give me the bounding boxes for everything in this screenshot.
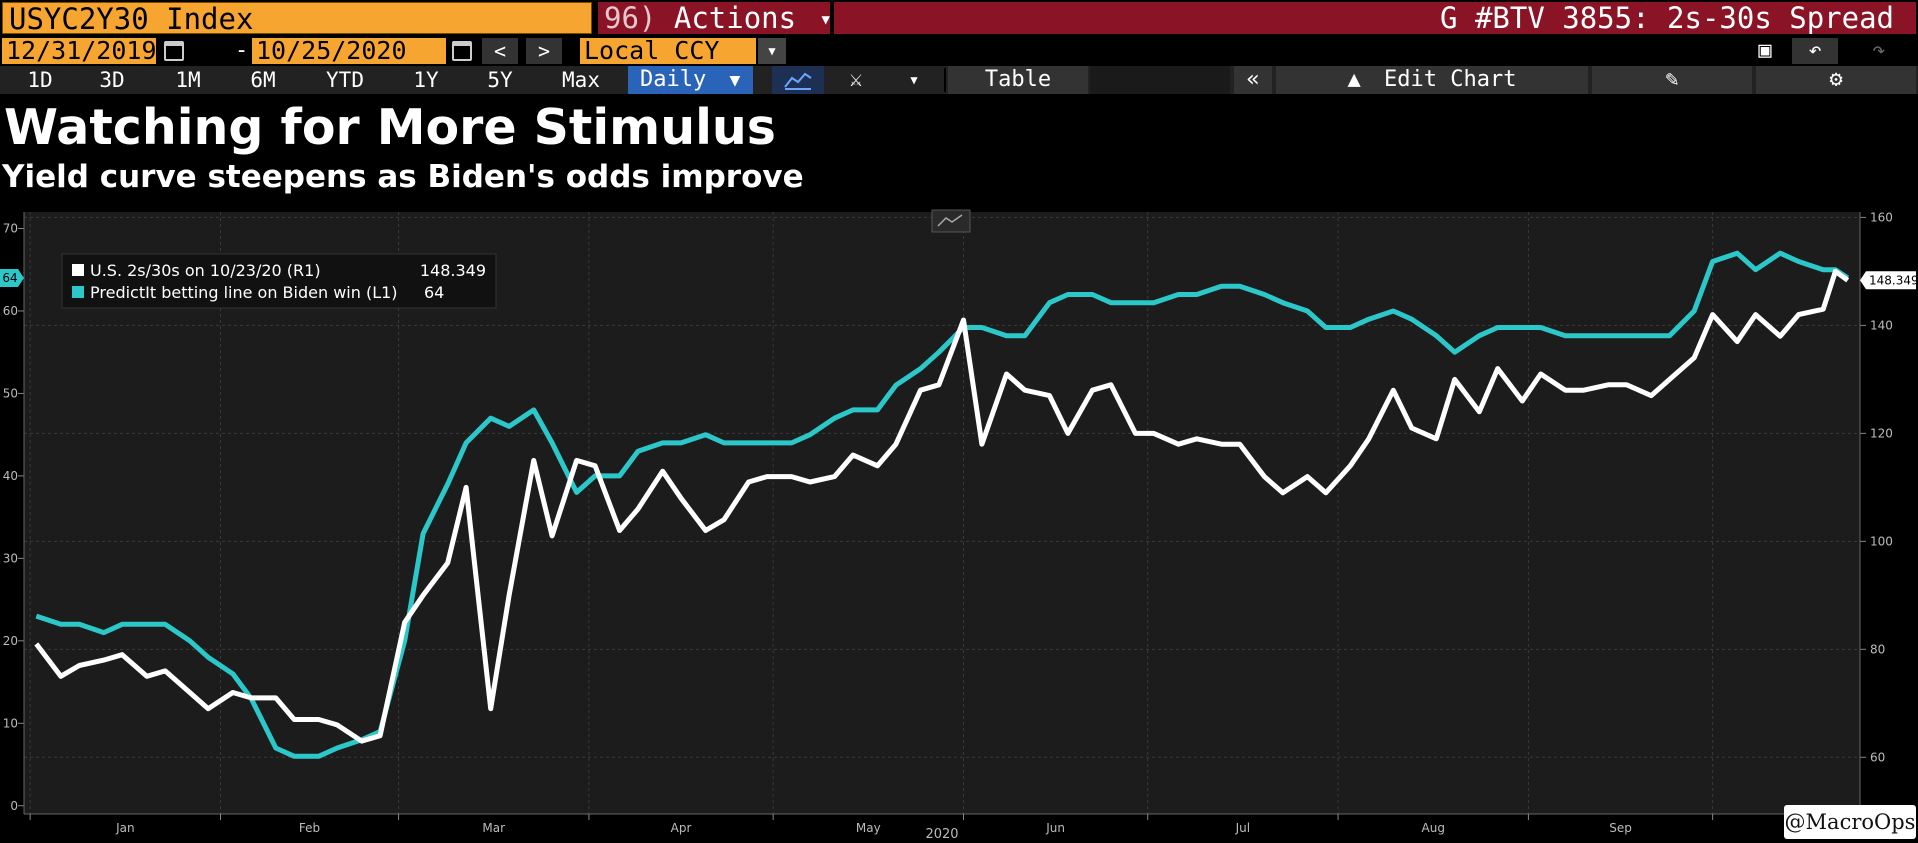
range-1m[interactable]: 1M xyxy=(175,68,201,92)
chevron-down-icon[interactable]: ▼ xyxy=(758,38,786,64)
x-tick-label: Mar xyxy=(482,821,505,835)
actions-menu[interactable]: 96) Actions ▼ xyxy=(598,2,830,34)
chart-type-toggle[interactable] xyxy=(931,209,971,233)
x-tick-label: Jul xyxy=(1235,821,1250,835)
calendar-icon[interactable] xyxy=(164,41,184,61)
range-1y[interactable]: 1Y xyxy=(413,68,439,92)
right-tick-label: 100 xyxy=(1870,534,1893,548)
frequency-select[interactable]: Daily ▼ xyxy=(628,66,753,94)
plot-background xyxy=(24,212,1860,814)
edit-chart-button[interactable]: ▲ Edit Chart xyxy=(1276,66,1588,94)
left-tick-label: 60 xyxy=(3,304,18,318)
next-period-button[interactable]: > xyxy=(526,38,562,64)
range-max[interactable]: Max xyxy=(562,68,600,92)
left-tick-label: 50 xyxy=(3,386,18,400)
left-axis: 0 10 20 30 40 50 60 70 xyxy=(3,212,25,814)
x-axis: JanFebMarAprMayJunJulAugSepOct xyxy=(24,813,1860,835)
chevron-down-icon: ▼ xyxy=(821,12,830,28)
range-3d[interactable]: 3D xyxy=(99,68,125,92)
left-tick-label: 70 xyxy=(3,221,18,235)
x-tick-label: Sep xyxy=(1609,821,1632,835)
range-5y[interactable]: 5Y xyxy=(487,68,513,92)
right-tick-label: 140 xyxy=(1870,318,1893,332)
actions-number: 96) xyxy=(604,1,657,35)
edit-chart-icon: ▲ xyxy=(1347,67,1361,92)
x-tick-label: Apr xyxy=(671,821,692,835)
toolbar: 1D 3D 1M 6M YTD 1Y 5Y Max Daily ▼ ⚔ ▼ Ta… xyxy=(0,66,1918,94)
chevron-down-icon[interactable]: ▼ xyxy=(888,66,940,94)
date-separator: - xyxy=(235,38,249,63)
redo-icon[interactable]: ↷ xyxy=(1872,38,1886,63)
left-tick-label: 40 xyxy=(3,469,18,483)
watermark: @MacroOps xyxy=(1784,805,1916,839)
x-tick-label: Jan xyxy=(115,821,135,835)
presentation-icon[interactable]: ▣ xyxy=(1758,38,1772,63)
right-tick-label: 160 xyxy=(1870,210,1893,224)
chart-area: 0 10 20 30 40 50 60 70 60 80 100 120 140 160 Jan Feb M… xyxy=(0,206,1918,843)
chevron-down-icon: ▼ xyxy=(729,70,741,91)
collapse-icon[interactable]: « xyxy=(1234,66,1272,94)
start-date-field[interactable]: 12/31/2019 xyxy=(2,38,157,64)
x-tick-label: Jun xyxy=(1045,821,1065,835)
left-tick-label: 10 xyxy=(3,716,18,730)
right-tick-label: 80 xyxy=(1870,642,1885,656)
legend-value-spread: 148.349 xyxy=(420,261,486,280)
x-tick-label: May xyxy=(856,821,881,835)
right-axis: 60 80 100 120 140 160 xyxy=(1859,210,1893,814)
empty-field xyxy=(1090,66,1230,94)
x-tick-label: Aug xyxy=(1422,821,1445,835)
end-date-field[interactable]: 10/25/2020 xyxy=(252,38,446,64)
gear-icon[interactable]: ⚙ xyxy=(1756,66,1916,94)
last-value-tag-left: 64 xyxy=(0,268,24,287)
candlestick-icon[interactable]: ⚔ xyxy=(830,66,882,94)
line-chart-icon[interactable] xyxy=(772,66,824,94)
x-axis-year-label: 2020 xyxy=(925,827,958,842)
calendar-icon[interactable] xyxy=(452,41,472,61)
left-tick-label: 0 xyxy=(10,799,18,813)
legend-swatch-spread xyxy=(72,264,84,276)
currency-select[interactable]: Local CCY xyxy=(580,38,756,64)
undo-icon[interactable]: ↶ xyxy=(1792,38,1838,64)
x-tick-label: Feb xyxy=(299,821,320,835)
range-1d[interactable]: 1D xyxy=(27,68,53,92)
header-bar: USYC2Y30 Index 96) Actions ▼ G #BTV 3855… xyxy=(0,0,1918,36)
left-tag-text: 64 xyxy=(2,271,17,285)
legend-label-spread: U.S. 2s/30s on 10/23/20 (R1) xyxy=(90,261,321,280)
range-6m[interactable]: 6M xyxy=(250,68,276,92)
frequency-label: Daily xyxy=(640,67,707,92)
chart-title-bar: G #BTV 3855: 2s-30s Spread xyxy=(834,2,1916,34)
right-tag-text: 148.349 xyxy=(1869,273,1918,287)
annotate-icon[interactable]: ✎ xyxy=(1592,66,1752,94)
predictit-series-line xyxy=(35,250,1850,759)
toolbar-divider xyxy=(944,68,946,92)
actions-label: Actions xyxy=(673,1,797,35)
left-tick-label: 20 xyxy=(3,634,18,648)
range-ytd[interactable]: YTD xyxy=(326,68,364,92)
chart-svg: 0 10 20 30 40 50 60 70 60 80 100 120 140 160 Jan Feb M… xyxy=(0,206,1918,843)
legend-value-predictit: 64 xyxy=(424,283,444,302)
legend-swatch-predictit xyxy=(72,286,84,298)
table-button[interactable]: Table xyxy=(948,66,1088,94)
legend: U.S. 2s/30s on 10/23/20 (R1) 148.349 Pre… xyxy=(61,253,497,309)
left-tick-label: 30 xyxy=(3,551,18,565)
ticker-field[interactable]: USYC2Y30 Index xyxy=(2,2,592,35)
edit-chart-label: Edit Chart xyxy=(1384,67,1517,92)
chart-main-title: Watching for More Stimulus xyxy=(4,99,776,156)
chart-subtitle: Yield curve steepens as Biden's odds imp… xyxy=(2,159,804,195)
line-chart-icon xyxy=(937,214,963,227)
spread-series-line xyxy=(34,268,1850,744)
right-tick-label: 120 xyxy=(1870,426,1893,440)
prev-period-button[interactable]: < xyxy=(482,38,518,64)
date-controls: 12/31/2019 - 10/25/2020 < > Local CCY ▼ … xyxy=(0,38,1918,66)
last-value-tag-right: 148.349 xyxy=(1860,271,1918,290)
right-tick-label: 60 xyxy=(1870,750,1885,764)
legend-label-predictit: PredictIt betting line on Biden win (L1) xyxy=(90,283,398,302)
